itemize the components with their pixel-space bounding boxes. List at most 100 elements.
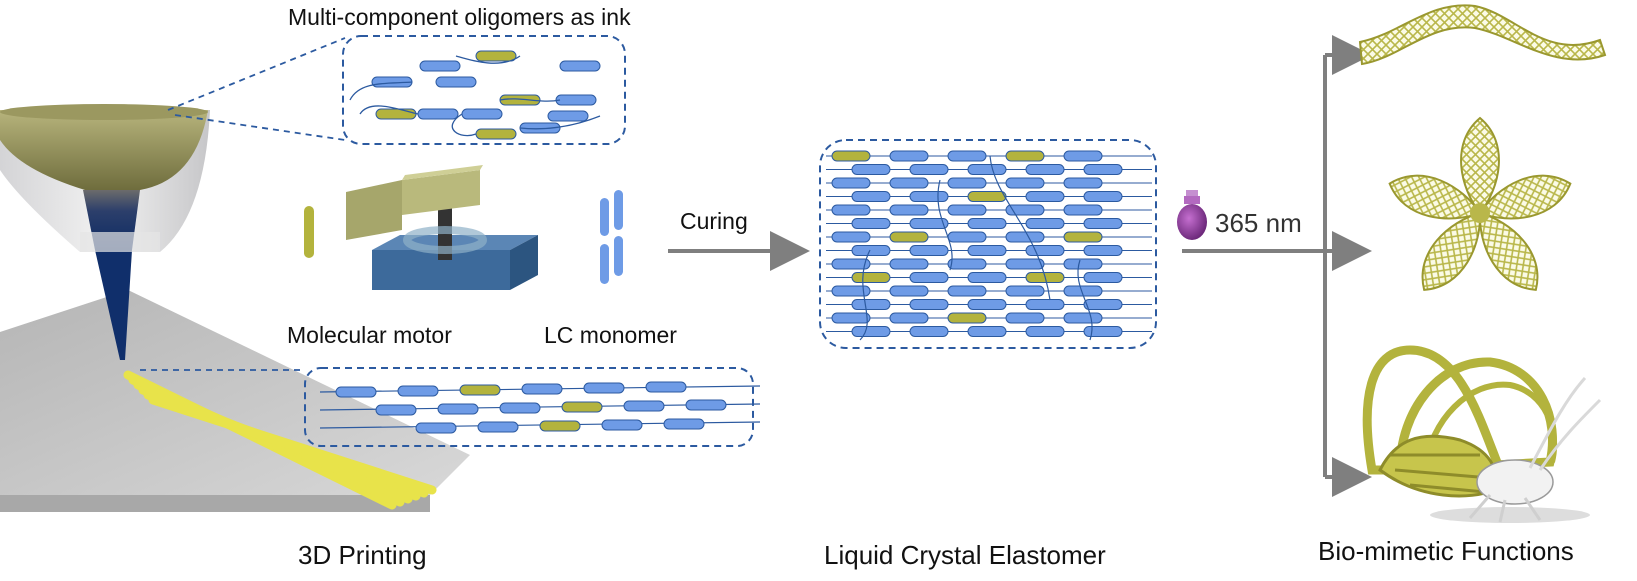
petal bbox=[1478, 174, 1572, 220]
mesogen bbox=[851, 164, 891, 175]
mesogen bbox=[375, 108, 417, 120]
mesogen bbox=[559, 60, 601, 72]
mesogen bbox=[831, 204, 871, 216]
mesogen bbox=[1005, 204, 1045, 216]
mesogen bbox=[1005, 231, 1045, 243]
ink-oligomers bbox=[349, 50, 601, 140]
mesogen bbox=[1025, 191, 1065, 202]
mesogen bbox=[947, 204, 987, 216]
mesogen bbox=[1063, 231, 1103, 243]
mesogen bbox=[889, 231, 929, 243]
filament-set bbox=[123, 370, 437, 510]
printing-caption: 3D Printing bbox=[298, 540, 427, 570]
lc-monomer-label: LC monomer bbox=[544, 322, 677, 348]
molecular-motor-label: Molecular motor bbox=[287, 322, 452, 348]
lattice-butterfly bbox=[1362, 345, 1602, 523]
mesogen bbox=[947, 312, 987, 324]
mesogen bbox=[1025, 164, 1065, 175]
mesogen bbox=[417, 108, 459, 120]
mesogen bbox=[909, 164, 949, 175]
lattice-ribbon bbox=[1358, 4, 1607, 66]
printed-filaments bbox=[123, 370, 437, 510]
mesogen bbox=[889, 150, 929, 162]
mesogen bbox=[419, 60, 461, 72]
mesogen bbox=[1005, 177, 1045, 189]
chain bbox=[499, 98, 561, 102]
chain bbox=[349, 81, 413, 101]
lce-caption: Liquid Crystal Elastomer bbox=[824, 540, 1106, 570]
mesogen bbox=[1083, 272, 1123, 283]
mesogen bbox=[539, 420, 581, 432]
mesogen bbox=[475, 128, 517, 140]
mesogen bbox=[1005, 150, 1045, 162]
mesogen bbox=[1063, 204, 1103, 216]
mesogen bbox=[1025, 218, 1065, 229]
ink-title: Multi-component oligomers as ink bbox=[288, 4, 631, 30]
mesogen bbox=[831, 285, 871, 297]
mesogen bbox=[477, 421, 519, 433]
mesogen bbox=[583, 382, 625, 394]
flower-petals bbox=[1388, 116, 1572, 291]
mesogen bbox=[967, 191, 1007, 202]
mesogen bbox=[1063, 258, 1103, 270]
mesogen bbox=[663, 418, 705, 430]
mesogen bbox=[375, 404, 417, 416]
chain bbox=[359, 105, 419, 115]
petal bbox=[1478, 211, 1539, 291]
molecular-motor-icon bbox=[304, 165, 538, 290]
mesogen bbox=[967, 164, 1007, 175]
mesogen bbox=[831, 177, 871, 189]
petal bbox=[1388, 174, 1482, 220]
mesogen bbox=[909, 245, 949, 256]
crosslink bbox=[1077, 259, 1093, 341]
mesogen bbox=[1063, 150, 1103, 162]
mesogen bbox=[415, 422, 457, 434]
mesogen bbox=[831, 312, 871, 324]
mesogen bbox=[435, 76, 477, 88]
mesogen bbox=[851, 272, 891, 283]
mesogen bbox=[623, 400, 665, 412]
mesogen bbox=[889, 177, 929, 189]
mesogen bbox=[889, 285, 929, 297]
mesogen bbox=[601, 419, 643, 431]
mesogen bbox=[909, 272, 949, 283]
mesogen bbox=[889, 258, 929, 270]
mesogen bbox=[909, 326, 949, 337]
mesogen bbox=[499, 402, 541, 414]
mesogen bbox=[547, 110, 589, 122]
petal bbox=[1460, 116, 1500, 215]
mesogen bbox=[645, 381, 687, 393]
mesogen bbox=[555, 94, 597, 106]
mesogen bbox=[889, 204, 929, 216]
mesogen bbox=[909, 191, 949, 202]
ink-callout bbox=[167, 35, 626, 145]
mesogen bbox=[1005, 312, 1045, 324]
mesogen bbox=[685, 399, 727, 411]
lce-network bbox=[819, 139, 1157, 349]
aligned-oligomers bbox=[319, 381, 761, 434]
mesogen bbox=[1025, 326, 1065, 337]
mesogen bbox=[967, 245, 1007, 256]
crosslink bbox=[937, 179, 953, 271]
mesogen bbox=[851, 218, 891, 229]
crosslink bbox=[989, 155, 1051, 301]
mesogen bbox=[909, 299, 949, 310]
mesogen bbox=[475, 50, 517, 62]
filament bbox=[148, 395, 437, 495]
mesogen bbox=[1083, 299, 1123, 310]
mesogen bbox=[1083, 326, 1123, 337]
mesogen bbox=[967, 272, 1007, 283]
mesogen bbox=[461, 108, 503, 120]
mesogen bbox=[831, 258, 871, 270]
chain bbox=[455, 55, 521, 64]
mesogen bbox=[1025, 245, 1065, 256]
bio-caption: Bio-mimetic Functions bbox=[1318, 536, 1574, 566]
mesogen bbox=[967, 299, 1007, 310]
lce-mesogens bbox=[826, 150, 1152, 337]
mesogen bbox=[1063, 312, 1103, 324]
lattice-flower bbox=[1388, 116, 1572, 291]
printer-nozzle bbox=[0, 104, 210, 360]
mesogen bbox=[851, 326, 891, 337]
lce-crosslinks bbox=[859, 155, 1093, 341]
